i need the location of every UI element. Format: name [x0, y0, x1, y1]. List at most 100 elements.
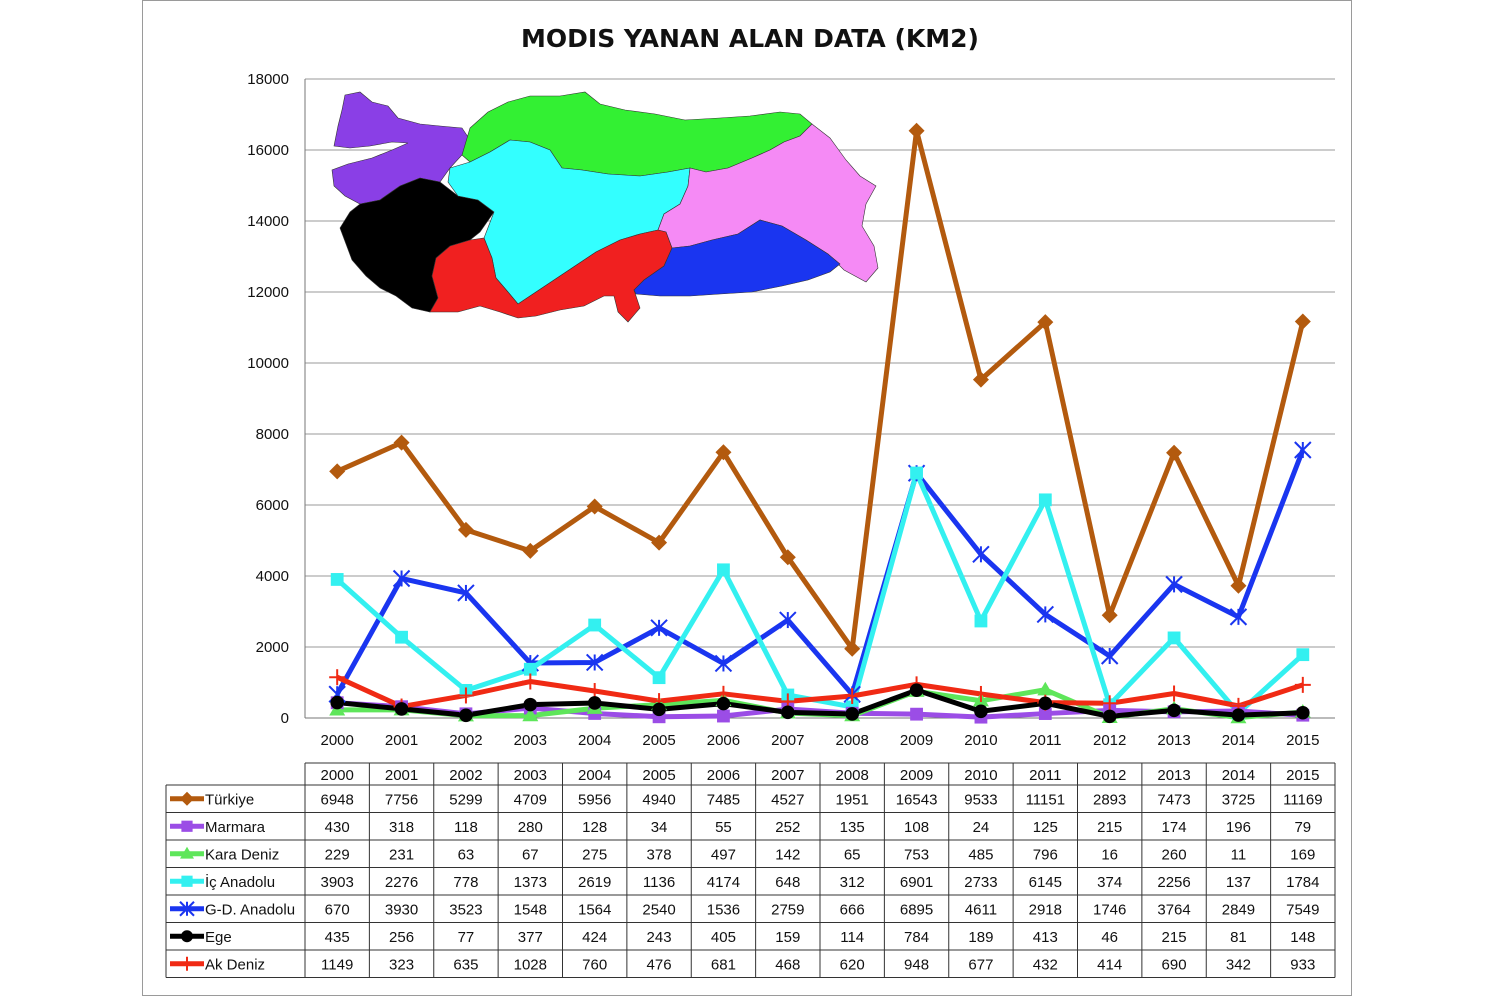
table-cell: 3930 [385, 901, 418, 918]
table-cell: 2733 [964, 874, 997, 891]
table-cell: 79 [1294, 819, 1311, 836]
table-cell: 312 [840, 874, 865, 891]
data-point [457, 521, 474, 538]
table-header-year: 2007 [771, 767, 804, 784]
table-cell: 4174 [707, 874, 740, 891]
x-tick-label: 2003 [514, 732, 547, 749]
table-cell: 432 [1033, 956, 1058, 973]
x-tick-label: 2011 [1029, 732, 1061, 749]
table-cell: 670 [325, 901, 350, 918]
data-point [394, 702, 409, 716]
series-line-4 [335, 449, 1306, 697]
x-tick-label: 2004 [578, 732, 611, 749]
table-cell: 413 [1033, 929, 1058, 946]
table-cell: 796 [1033, 846, 1058, 863]
data-point [395, 630, 408, 644]
table-cell: 435 [325, 929, 350, 946]
table-cell: 55 [715, 819, 732, 836]
data-point [1036, 605, 1055, 624]
table-cell: 108 [904, 819, 929, 836]
data-point [1167, 631, 1181, 645]
table-cell: 125 [1033, 819, 1058, 836]
table-row-label: G-D. Anadolu [205, 901, 295, 918]
chart-title: MODIS YANAN ALAN DATA (KM2) [521, 24, 979, 53]
table-cell: 118 [454, 819, 478, 836]
table-cell: 374 [1097, 874, 1122, 891]
table-cell: 4709 [514, 791, 547, 808]
table-cell: 497 [711, 846, 736, 863]
table-cell: 2893 [1093, 791, 1126, 808]
y-tick-label: 8000 [256, 426, 289, 443]
x-tick-label: 2008 [836, 732, 869, 749]
table-cell: 760 [582, 956, 607, 973]
table-cell: 2256 [1157, 874, 1190, 891]
table-cell: 948 [904, 956, 929, 973]
data-point [1037, 681, 1054, 696]
table-header-year: 2010 [964, 767, 997, 784]
data-point [972, 545, 990, 564]
series-line-6 [336, 674, 1304, 710]
data-point [717, 563, 730, 577]
series-line-0 [336, 128, 1306, 652]
table-cell: 784 [904, 929, 929, 946]
table-cell: 424 [582, 929, 607, 946]
table-cell: 215 [1162, 929, 1187, 946]
table-cell: 6145 [1029, 874, 1062, 891]
table-cell: 142 [775, 846, 800, 863]
table-cell: 260 [1162, 846, 1187, 863]
table-cell: 323 [389, 956, 414, 973]
data-point [1167, 703, 1181, 718]
table-cell: 3903 [321, 874, 354, 891]
y-tick-label: 0 [281, 710, 289, 727]
table-cell: 128 [582, 819, 607, 836]
data-point [779, 611, 797, 629]
table-cell: 5299 [449, 791, 482, 808]
data-point [1231, 708, 1246, 722]
table-cell: 2276 [385, 874, 418, 891]
table-cell: 1951 [836, 791, 869, 808]
table-cell: 63 [458, 846, 475, 863]
gd-anadolu-region [633, 219, 841, 297]
table-header-year: 2012 [1093, 767, 1126, 784]
table-cell: 318 [389, 819, 414, 836]
table-cell: 3725 [1222, 791, 1255, 808]
table-cell: 275 [582, 846, 607, 863]
table-row-label: Kara Deniz [205, 846, 279, 863]
x-tick-label: 2007 [771, 732, 804, 749]
table-cell: 7473 [1157, 791, 1190, 808]
data-point [1296, 705, 1310, 720]
y-tick-label: 6000 [256, 497, 289, 514]
table-row-label: Türkiye [205, 791, 254, 808]
x-tick-label: 2014 [1222, 732, 1255, 749]
table-cell: 1136 [643, 874, 675, 891]
table-cell: 635 [453, 956, 478, 973]
table-cell: 7756 [385, 791, 418, 808]
data-point [180, 791, 194, 806]
table-row-label: Ege [205, 929, 232, 946]
data-point [181, 875, 193, 887]
turkey-region-map [331, 91, 879, 323]
table-cell: 231 [389, 846, 414, 863]
table-cell: 135 [840, 819, 865, 836]
table-cell: 476 [647, 956, 672, 973]
data-point [585, 653, 604, 672]
data-point [180, 846, 194, 859]
data-point [1038, 493, 1052, 507]
data-point [717, 709, 730, 723]
table-cell: 2849 [1222, 901, 1255, 918]
table-header-year: 2000 [321, 767, 354, 784]
y-tick-label: 16000 [247, 142, 289, 159]
table-cell: 81 [1230, 929, 1247, 946]
data-point [650, 619, 668, 637]
table-header-year: 2014 [1222, 767, 1255, 784]
table-cell: 430 [325, 819, 350, 836]
y-axis-ticks: 0 2000 4000 6000 8000 10000 12000 14000 16000 180… [247, 71, 289, 727]
table-cell: 1548 [514, 901, 547, 918]
table-cell: 1028 [514, 956, 547, 973]
table-header-year: 2008 [836, 767, 869, 784]
data-point [1229, 608, 1248, 626]
table-cell: 1536 [707, 901, 740, 918]
table-cell: 16 [1101, 846, 1118, 863]
table-cell: 677 [968, 956, 993, 973]
